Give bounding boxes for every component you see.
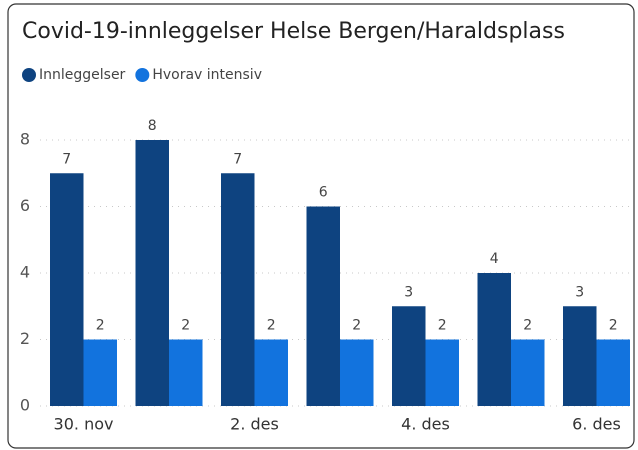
value-label: 6	[319, 185, 328, 201]
bar	[596, 339, 630, 406]
value-label: 7	[62, 151, 71, 167]
y-tick-label: 2	[20, 329, 30, 348]
value-label: 7	[233, 151, 242, 167]
value-label: 2	[523, 318, 532, 334]
value-label: 2	[609, 318, 618, 334]
legend-label: Innleggelser	[39, 67, 126, 83]
legend-swatch	[22, 68, 36, 82]
value-label: 4	[490, 251, 499, 267]
value-label: 8	[148, 118, 157, 134]
x-tick-label: 30. nov	[54, 415, 114, 434]
value-label: 3	[404, 284, 413, 300]
bar	[392, 306, 426, 406]
value-label: 2	[438, 318, 447, 334]
bar	[477, 273, 511, 406]
chart-title: Covid-19-innleggelser Helse Bergen/Haral…	[22, 19, 565, 44]
bar	[340, 339, 374, 406]
bar	[254, 339, 288, 406]
bar	[425, 339, 459, 406]
x-tick-label: 4. des	[401, 415, 450, 434]
y-tick-label: 0	[20, 396, 30, 415]
bar	[50, 173, 84, 406]
legend-label: Hvorav intensiv	[152, 67, 262, 83]
bar	[221, 173, 255, 406]
bar	[83, 339, 117, 406]
legend-swatch	[135, 68, 150, 82]
value-label: 2	[352, 318, 361, 334]
x-tick-label: 2. des	[230, 415, 279, 434]
bar	[135, 140, 169, 406]
y-tick-label: 6	[20, 196, 30, 215]
bar	[169, 339, 203, 406]
x-tick-label: 6. des	[572, 415, 621, 434]
value-label: 3	[575, 284, 584, 300]
y-tick-label: 4	[20, 263, 30, 282]
value-label: 2	[96, 318, 105, 334]
y-tick-label: 8	[20, 130, 30, 149]
value-label: 2	[267, 318, 276, 334]
value-label: 2	[181, 318, 190, 334]
bar	[306, 206, 340, 406]
legend: Innleggelser Hvorav intensiv	[22, 67, 262, 83]
bar	[563, 306, 597, 406]
bar	[511, 339, 545, 406]
